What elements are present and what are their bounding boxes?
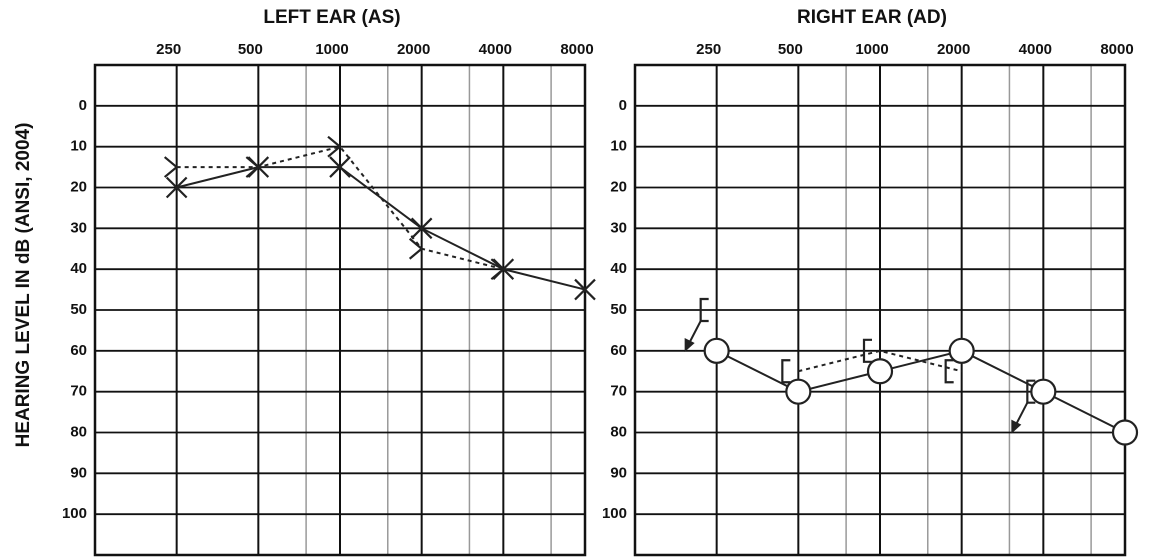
y-tick-label: 0 [79, 97, 87, 114]
y-tick-label: 10 [70, 138, 87, 155]
no-response-arrowhead [1011, 419, 1022, 434]
marker [245, 156, 261, 178]
marker [866, 358, 894, 385]
x-tick-label: 2000 [397, 41, 430, 58]
plot-frame [93, 63, 587, 557]
y-tick-label: 40 [610, 260, 627, 277]
x-tick-label: 250 [156, 41, 181, 58]
y-tick-label: 60 [70, 342, 87, 359]
marker [1111, 419, 1139, 446]
x-tick-label: 8000 [560, 41, 593, 58]
x-tick-label: 1000 [855, 41, 888, 58]
y-tick-label: 50 [70, 301, 87, 318]
marker [329, 156, 351, 178]
x-tick-label: 500 [778, 41, 803, 58]
marker [408, 237, 424, 260]
plot-frame [633, 63, 1127, 557]
y-tick-label: 10 [610, 138, 627, 155]
y-tick-label: 20 [70, 178, 87, 195]
marker [165, 176, 188, 199]
y-tick-label: 70 [610, 383, 627, 400]
marker [785, 378, 812, 405]
marker [862, 338, 872, 363]
y-tick-label: 70 [70, 383, 87, 400]
marker [327, 135, 342, 158]
x-tick-label: 2000 [937, 41, 970, 58]
marker [163, 156, 179, 178]
marker [574, 278, 596, 301]
x-tick-label: 500 [238, 41, 263, 58]
y-tick-label: 80 [610, 423, 627, 440]
marker [944, 359, 954, 384]
y-tick-label: 90 [70, 464, 87, 481]
marker [1030, 378, 1057, 405]
chart-title: RIGHT EAR (AD) [797, 7, 947, 28]
x-tick-label: 4000 [479, 41, 512, 58]
y-axis-label: HEARING LEVEL IN dB (ANSI, 2004) [13, 123, 34, 448]
marker [410, 217, 433, 240]
marker [699, 297, 709, 323]
series-line [716, 349, 1126, 434]
y-tick-label: 80 [70, 423, 87, 440]
y-tick-label: 60 [610, 342, 627, 359]
marker [948, 337, 975, 364]
y-tick-label: 0 [619, 97, 627, 114]
y-tick-label: 20 [610, 178, 627, 195]
no-response-arrowhead [684, 338, 695, 352]
series-line [176, 166, 586, 291]
y-tick-label: 100 [62, 505, 87, 522]
y-tick-label: 30 [610, 219, 627, 236]
marker [1026, 379, 1036, 404]
marker [490, 258, 506, 281]
x-tick-label: 250 [696, 41, 721, 58]
chart-title: LEFT EAR (AS) [263, 7, 400, 28]
y-tick-label: 50 [610, 301, 627, 318]
x-tick-label: 1000 [315, 41, 348, 58]
x-tick-label: 8000 [1100, 41, 1133, 58]
y-tick-label: 30 [70, 219, 87, 236]
x-tick-label: 4000 [1019, 41, 1052, 58]
marker [781, 359, 791, 384]
y-tick-label: 40 [70, 260, 87, 277]
marker [703, 337, 730, 364]
y-tick-label: 100 [602, 505, 627, 522]
y-tick-label: 90 [610, 464, 627, 481]
